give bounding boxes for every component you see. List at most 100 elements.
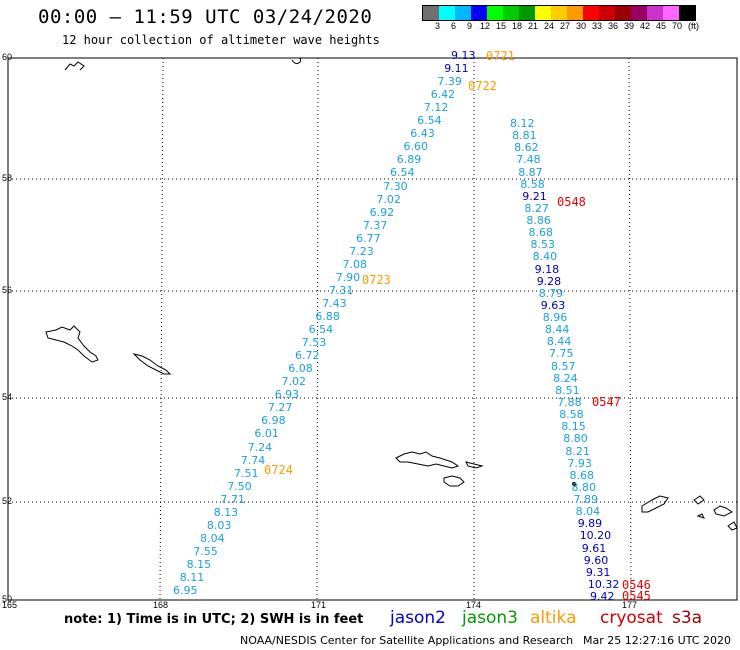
wave-height-obs-track-a: 6.54 <box>390 166 415 180</box>
wave-height-obs-track-b: 8.68 <box>569 468 595 482</box>
lat-label: 58 <box>2 173 13 183</box>
colorbar-label: 9 <box>467 21 473 31</box>
coast-top-middle <box>291 57 302 65</box>
wave-height-obs-track-b: 8.44 <box>546 335 572 349</box>
wave-height-obs-track-a: 7.53 <box>301 336 327 350</box>
wave-height-obs-track-b: 7.75 <box>549 347 574 361</box>
time-label-altika: 0722 <box>468 79 497 93</box>
wave-height-obs-track-a: 6.54 <box>417 114 442 128</box>
colorbar-label: 3 <box>435 21 441 31</box>
wave-height-obs-track-b: 8.04 <box>575 505 601 519</box>
colorbar-swatch <box>487 6 503 20</box>
wave-height-obs-track-b: 8.68 <box>528 226 554 240</box>
colorbar-swatch <box>535 6 551 20</box>
wave-height-obs-track-a: 6.08 <box>288 362 313 376</box>
colorbar-swatch <box>679 6 695 20</box>
colorbar-swatch <box>471 6 487 20</box>
colorbar-label: 6 <box>451 21 457 31</box>
wave-height-obs-track-b: 9.60 <box>583 553 609 567</box>
lon-label: 168 <box>153 600 169 610</box>
wave-height-obs-track-a: 7.43 <box>322 296 347 310</box>
wave-height-obs-track-a: 7.71 <box>220 492 246 506</box>
island-right-4 <box>727 521 738 531</box>
wave-height-obs-track-a: 8.03 <box>206 518 232 532</box>
island-small-1 <box>465 461 484 469</box>
colorbar-swatch <box>455 6 471 20</box>
island-attu <box>45 325 99 363</box>
wave-height-obs-track-a: 6.72 <box>295 349 320 363</box>
wave-height-obs-track-a: 6.01 <box>254 427 279 441</box>
legend-jason3: jason3 <box>462 608 518 628</box>
wave-height-obs-track-b: 9.89 <box>577 517 603 531</box>
colorbar-label: 33 <box>592 21 603 31</box>
wave-height-colorbar <box>422 5 696 21</box>
wave-height-obs-track-a: 6.77 <box>356 231 381 245</box>
wave-height-obs-track-b: 8.27 <box>524 201 549 215</box>
wave-height-obs-track-a: 8.15 <box>186 557 212 571</box>
island-small-2 <box>443 475 465 487</box>
lat-label: 54 <box>2 392 13 402</box>
island-kiska <box>395 451 460 469</box>
lat-label: 60 <box>2 52 13 62</box>
wave-height-obs-track-b: 8.21 <box>565 444 590 458</box>
wave-height-obs-track-a: 7.39 <box>437 75 462 89</box>
wave-height-obs-track-a: 7.12 <box>423 101 449 115</box>
colorbar-label: 24 <box>544 21 555 31</box>
colorbar-label: 12 <box>480 21 491 31</box>
colorbar-swatch <box>519 6 535 20</box>
colorbar-swatch <box>567 6 583 20</box>
legend-jason2: jason2 <box>390 608 446 628</box>
wave-height-obs-track-b: 8.15 <box>561 420 586 434</box>
wave-height-obs-track-b: 8.44 <box>544 323 570 337</box>
wave-height-obs-track-b: 10.32 <box>587 577 620 591</box>
wave-height-obs-track-a: 8.11 <box>179 571 205 584</box>
time-label-cryosat: 0547 <box>592 395 621 409</box>
time-label-cryosat: 0546 <box>622 578 651 592</box>
lon-label: 171 <box>311 600 327 610</box>
wave-height-obs-track-b: 8.24 <box>553 371 578 385</box>
wave-height-obs-track-a: 7.02 <box>376 192 401 206</box>
colorbar-label: 18 <box>512 21 523 31</box>
wave-height-obs-track-b: 8.12 <box>510 117 535 130</box>
wave-height-obs-track-b: 10.20 <box>579 529 612 543</box>
colorbar-swatch <box>439 6 455 20</box>
units-note: note: 1) Time is in UTC; 2) SWH is in fe… <box>64 612 364 627</box>
wave-height-obs-track-b: 9.21 <box>522 189 547 203</box>
wave-height-obs-track-b: 8.80 <box>571 480 597 494</box>
island-dot <box>572 482 576 486</box>
colorbar-label: 30 <box>576 21 587 31</box>
wave-height-obs-track-a: 7.90 <box>335 270 361 284</box>
wave-height-obs-track-b: 8.58 <box>520 177 545 191</box>
latitude-grid <box>8 57 737 601</box>
legend-s3a: s3a <box>672 608 703 628</box>
wave-height-obs-track-b: 8.51 <box>555 383 580 397</box>
wave-height-obs-track-a: 6.92 <box>369 205 395 219</box>
lat-label: 56 <box>2 285 13 295</box>
wave-height-obs-track-b: 9.18 <box>534 262 560 276</box>
colorbar-label: 36 <box>608 21 619 31</box>
page-title: 00:00 – 11:59 UTC 03/24/2020 <box>38 6 373 28</box>
time-label-altika: 0724 <box>264 463 293 477</box>
colorbar-label: (ft) <box>688 21 699 31</box>
lon-label: 177 <box>622 600 638 610</box>
wave-height-obs-track-a: 7.30 <box>383 179 408 193</box>
wave-height-obs-track-b: 7.88 <box>557 395 582 409</box>
lon-label: 174 <box>466 600 482 610</box>
wave-height-obs-track-b: 8.87 <box>518 165 543 179</box>
colorbar-label: 45 <box>656 21 667 31</box>
wave-height-obs-track-b: 8.40 <box>532 250 558 264</box>
wave-height-obs-track-a: 9.13 <box>451 49 476 62</box>
wave-height-obs-track-b: 8.80 <box>563 432 588 446</box>
wave-height-obs-track-a: 6.95 <box>173 584 198 597</box>
wave-height-obs-track-b: 8.79 <box>538 286 564 300</box>
colorbar-swatch <box>631 6 647 20</box>
wave-height-obs-track-a: 7.51 <box>234 466 259 480</box>
colorbar-label: 39 <box>624 21 635 31</box>
credit-text: NOAA/NESDIS Center for Satellite Applica… <box>240 634 574 647</box>
coast-top-left <box>64 61 85 71</box>
wave-height-obs-track-a: 6.88 <box>315 310 340 323</box>
wave-height-obs-track-a: 6.93 <box>274 388 300 402</box>
time-label-altika: 0723 <box>362 273 391 287</box>
